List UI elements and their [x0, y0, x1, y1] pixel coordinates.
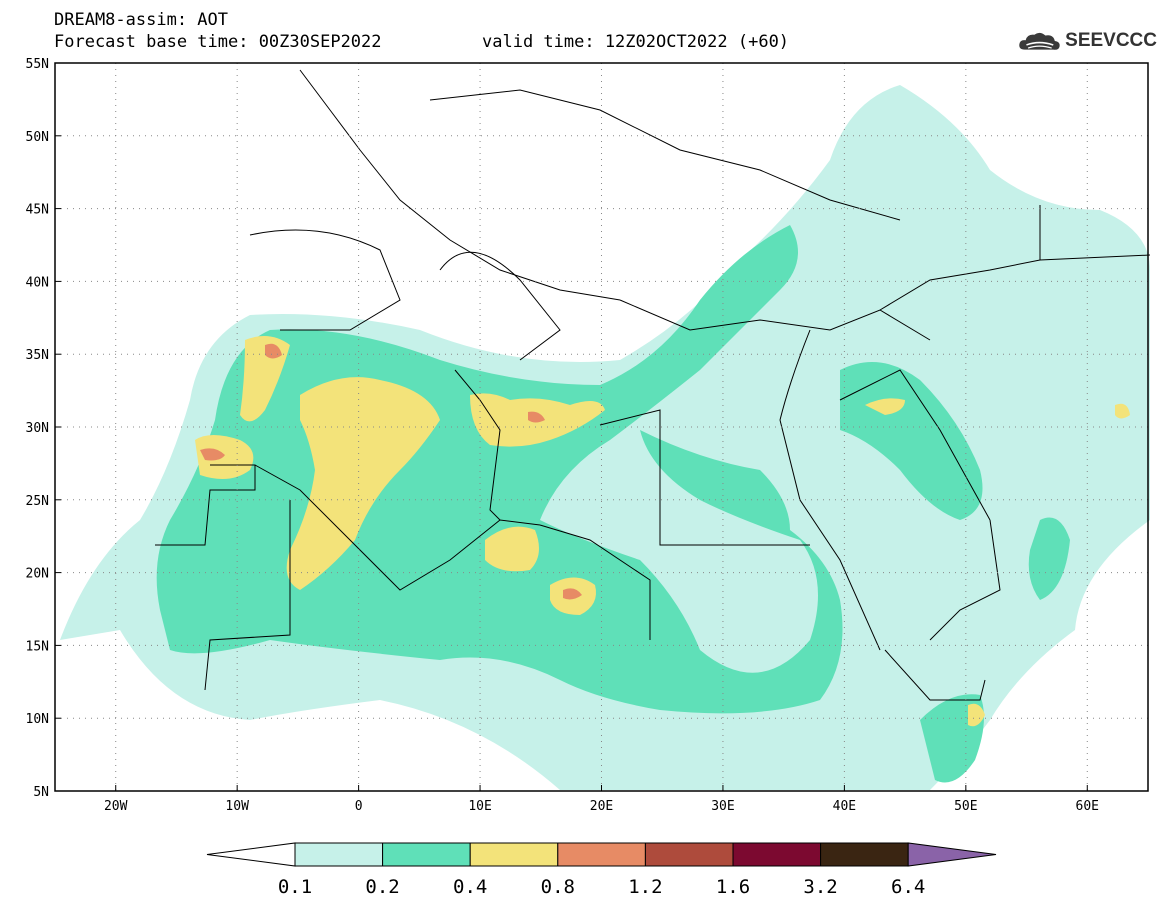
- aot-contour-orange: [528, 411, 545, 423]
- cloud-logo-icon: [1019, 32, 1060, 50]
- lon-tick-label: 10W: [225, 799, 249, 814]
- colorbar-box: [820, 842, 909, 867]
- colorbar: 0.1 0.2 0.4 0.8 1.2 1.6 3.2 6.4: [206, 842, 997, 898]
- aot-contour-yellow: [195, 435, 254, 479]
- aot-contour-yellow: [865, 398, 905, 415]
- lat-tick-label: 25N: [26, 494, 49, 509]
- colorbar-level-label: 0.1: [278, 876, 312, 898]
- colorbar-box: [294, 842, 384, 867]
- lat-tick-label: 20N: [26, 567, 49, 582]
- aot-contour-orange: [563, 588, 582, 600]
- country-borders: [155, 69, 1151, 701]
- lon-tick-label: 50E: [954, 799, 977, 814]
- lon-tick-label: 20W: [104, 799, 128, 814]
- valid-time: valid time: 12Z02OCT2022 (+60): [482, 32, 790, 52]
- lat-tick-label: 15N: [26, 639, 49, 654]
- lon-tick-label: 60E: [1076, 799, 1099, 814]
- aot-contour-yellow: [968, 703, 985, 727]
- aot-contour-green: [156, 225, 843, 714]
- lon-tick-label: 30E: [711, 799, 734, 814]
- lat-tick-label: 40N: [26, 275, 49, 290]
- lon-tick-label: 10E: [468, 799, 491, 814]
- colorbar-level-label: 1.6: [716, 876, 750, 898]
- colorbar-box: [732, 842, 822, 867]
- seevccc-logo: SEEVCCC: [1017, 24, 1157, 58]
- lat-tick-label: 50N: [26, 130, 49, 145]
- map-frame: [54, 62, 1149, 792]
- aot-contour-orange: [265, 343, 282, 359]
- lat-tick-label: 45N: [26, 203, 49, 218]
- colorbar-lower-arrow: [206, 842, 296, 867]
- colorbar-box: [644, 842, 734, 867]
- colorbar-level-label: 0.4: [453, 876, 487, 898]
- map-title: DREAM8-assim: AOT: [54, 10, 228, 30]
- lon-tick-label: 0: [355, 799, 363, 814]
- colorbar-level-label: 3.2: [803, 876, 837, 898]
- colorbar-box: [469, 842, 559, 867]
- colorbar-level-label: 0.2: [365, 876, 399, 898]
- colorbar-box: [382, 842, 471, 867]
- colorbar-level-label: 0.8: [541, 876, 575, 898]
- lat-tick-label: 55N: [26, 57, 49, 72]
- aot-contour-orange: [200, 448, 225, 461]
- lon-tick-label: 40E: [833, 799, 856, 814]
- logo-text: SEEVCCC: [1065, 30, 1157, 51]
- lat-tick-label: 10N: [26, 712, 49, 727]
- aot-contour-yellow: [286, 377, 440, 590]
- lon-tick-label: 20E: [590, 799, 613, 814]
- colorbar-level-label: 6.4: [891, 876, 925, 898]
- aot-contour-green: [1028, 517, 1070, 600]
- lat-tick-label: 35N: [26, 348, 49, 363]
- colorbar-level-label: 1.2: [628, 876, 662, 898]
- aot-contour-yellow: [1115, 403, 1130, 419]
- forecast-base-time: Forecast base time: 00Z30SEP2022: [54, 32, 382, 52]
- lat-tick-label: 5N: [33, 785, 49, 800]
- lat-tick-label: 30N: [26, 421, 49, 436]
- colorbar-box: [557, 842, 646, 867]
- aot-shading: [60, 85, 1150, 790]
- aot-contour-yellow: [485, 526, 539, 572]
- colorbar-upper-arrow: [907, 842, 997, 867]
